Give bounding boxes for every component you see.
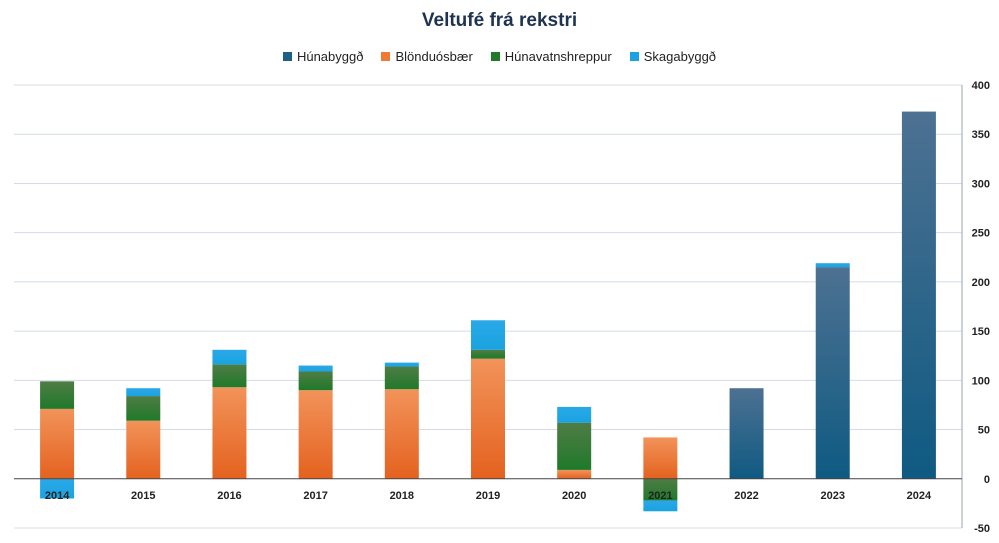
legend-label: Húnavatnshreppur	[504, 49, 612, 64]
bar-Skagabyggð-2017	[298, 365, 333, 372]
bar-Blönduósbær-2019	[471, 358, 505, 479]
x-tick-label: 2022	[734, 490, 758, 502]
bar-Blönduósbær-2017	[298, 390, 333, 479]
x-tick-label: 2015	[131, 490, 155, 502]
legend-item: Skagabyggð	[629, 49, 717, 64]
bar-Blönduósbær-2020	[557, 469, 592, 479]
x-tick-label: 2023	[820, 490, 844, 502]
bar-Húnavatnshreppur-2014	[40, 381, 75, 409]
legend-swatch	[282, 52, 292, 61]
legend-item: Húnavatnshreppur	[490, 49, 612, 64]
legend: Húnabyggð Blönduósbær Húnavatnshreppur Skag…	[0, 49, 999, 64]
legend-item: Blönduósbær	[381, 49, 473, 64]
bar-Blönduósbær-2021	[643, 437, 678, 479]
chart-title: Veltufé frá rekstri	[421, 10, 578, 31]
bar-Blönduósbær-2015	[126, 420, 161, 479]
bar-Blönduósbær-2018	[384, 389, 419, 479]
bar-Húnavatnshreppur-2016	[212, 364, 247, 388]
y-tick-label: 100	[972, 375, 990, 387]
x-tick-label: 2017	[303, 490, 327, 502]
y-tick-label: 50	[978, 425, 990, 437]
y-tick-label: 300	[972, 178, 990, 190]
legend-swatch	[381, 52, 391, 61]
legend-label: Húnabyggð	[296, 49, 364, 64]
bar-Skagabyggð-2016	[212, 349, 247, 365]
bar-Skagabyggð-2023	[815, 263, 850, 268]
y-tick-label: 400	[972, 80, 990, 92]
x-tick-label: 2016	[217, 490, 241, 502]
bar-Skagabyggð-2019	[471, 320, 505, 350]
bar-Skagabyggð-2020	[557, 406, 592, 423]
legend-item: Húnabyggð	[282, 49, 364, 64]
x-tick-label: 2019	[476, 490, 500, 502]
x-tick-label: 2021	[648, 490, 672, 502]
legend-label: Blönduósbær	[395, 49, 473, 64]
bar-Húnabyggð-2022	[729, 388, 764, 479]
legend-swatch	[490, 52, 500, 61]
bar-Húnavatnshreppur-2019	[471, 349, 505, 359]
y-tick-label: 150	[972, 326, 990, 338]
y-tick-label: 0	[984, 474, 990, 486]
bar-Skagabyggð-2021	[643, 500, 678, 512]
legend-label: Skagabyggð	[643, 49, 717, 64]
y-tick-label: 200	[972, 277, 990, 289]
bar-Blönduósbær-2016	[212, 387, 247, 479]
y-tick-label: -50	[974, 523, 990, 535]
legend-swatch	[629, 52, 639, 61]
bar-Húnabyggð-2023	[815, 267, 850, 479]
bar-Blönduósbær-2014	[40, 408, 75, 479]
bar-Húnabyggð-2024	[901, 111, 936, 479]
x-tick-label: 2018	[390, 490, 414, 502]
bar-Skagabyggð-2014	[40, 478, 75, 499]
x-tick-label: 2020	[562, 490, 586, 502]
x-tick-label: 2014	[45, 490, 70, 502]
y-tick-label: 350	[972, 129, 990, 141]
bar-Húnavatnshreppur-2017	[298, 371, 333, 391]
y-tick-label: 250	[972, 228, 990, 240]
bar-Skagabyggð-2015	[126, 388, 161, 397]
bar-Skagabyggð-2018	[384, 362, 419, 367]
bar-Húnavatnshreppur-2020	[557, 422, 592, 470]
bar-Húnavatnshreppur-2015	[126, 396, 161, 421]
x-tick-label: 2024	[907, 490, 932, 502]
bar-Húnavatnshreppur-2018	[384, 366, 419, 390]
bar-Húnavatnshreppur-2021	[643, 478, 678, 501]
